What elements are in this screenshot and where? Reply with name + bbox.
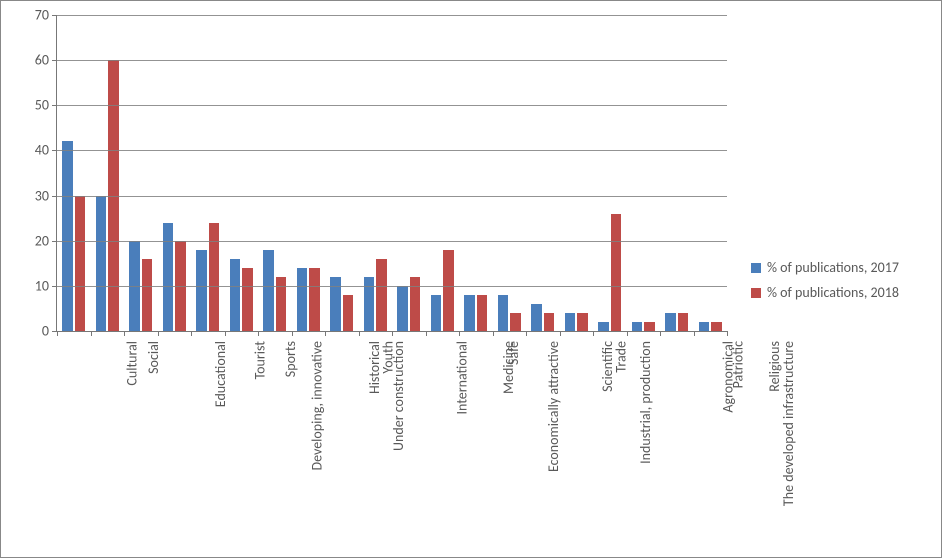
bar [711, 322, 722, 331]
x-tick-mark [526, 331, 527, 336]
bar [297, 268, 308, 331]
x-tick-mark [560, 331, 561, 336]
x-tick-mark [124, 331, 125, 336]
bar [544, 313, 555, 331]
x-tick-mark [392, 331, 393, 336]
x-tick-mark [660, 331, 661, 336]
y-tick-label: 60 [35, 52, 57, 69]
bar [644, 322, 655, 331]
bar [678, 313, 689, 331]
gridline [57, 241, 727, 242]
bar [142, 259, 153, 331]
bar [632, 322, 643, 331]
bar [565, 313, 576, 331]
y-tick-label: 20 [35, 232, 57, 249]
gridline [57, 150, 727, 151]
bar [376, 259, 387, 331]
legend-label-2017: % of publications, 2017 [767, 259, 899, 276]
x-tick-mark [158, 331, 159, 336]
x-tick-mark [593, 331, 594, 336]
x-axis-label: International [454, 341, 471, 415]
bar [397, 286, 408, 331]
x-tick-mark [426, 331, 427, 336]
bar [431, 295, 442, 331]
x-axis-label: Tourist [251, 341, 268, 379]
bar [477, 295, 488, 331]
x-tick-mark [359, 331, 360, 336]
chart-frame: 010203040506070 CulturalSocialEducationa… [0, 0, 942, 558]
bar [598, 322, 609, 331]
x-axis-label: Developing, innovative [309, 341, 326, 470]
gridline [57, 60, 727, 61]
x-tick-mark [91, 331, 92, 336]
x-axis-label: Patriotic [729, 341, 746, 388]
y-tick-label: 40 [35, 142, 57, 159]
x-tick-mark [694, 331, 695, 336]
bar [62, 141, 73, 331]
x-tick-mark [325, 331, 326, 336]
bars-layer [57, 15, 727, 331]
x-axis-label: Safe [505, 341, 522, 365]
bar [510, 313, 521, 331]
legend-swatch-2018 [751, 288, 761, 298]
bar [577, 313, 588, 331]
x-axis-label: Educational [212, 341, 229, 407]
bar [464, 295, 475, 331]
bar [443, 250, 454, 331]
legend-label-2018: % of publications, 2018 [767, 284, 899, 301]
x-axis-label: Sports [282, 341, 299, 377]
bar [196, 250, 207, 331]
x-tick-mark [292, 331, 293, 336]
x-tick-mark [727, 331, 728, 336]
bar [209, 223, 220, 331]
gridline [57, 105, 727, 106]
bar [263, 250, 274, 331]
x-axis-label: Economically attractive [545, 341, 562, 472]
x-axis-label: Cultural [123, 341, 140, 386]
x-tick-mark [627, 331, 628, 336]
x-axis-label: Religious [766, 341, 783, 392]
bar [498, 295, 509, 331]
y-tick-label: 10 [35, 277, 57, 294]
bar [343, 295, 354, 331]
x-axis-label: Industrial, production [637, 341, 654, 464]
bar [96, 196, 107, 331]
bar [665, 313, 676, 331]
x-tick-mark [191, 331, 192, 336]
legend-swatch-2017 [751, 263, 761, 273]
bar [611, 214, 622, 331]
bar [163, 223, 174, 331]
bar [75, 196, 86, 331]
bar [531, 304, 542, 331]
y-tick-label: 70 [35, 7, 57, 24]
legend: % of publications, 2017 % of publication… [751, 251, 899, 309]
gridline [57, 286, 727, 287]
legend-item-2017: % of publications, 2017 [751, 259, 899, 276]
x-tick-mark [459, 331, 460, 336]
y-tick-label: 30 [35, 187, 57, 204]
x-tick-mark [493, 331, 494, 336]
legend-item-2018: % of publications, 2018 [751, 284, 899, 301]
y-tick-label: 0 [42, 323, 57, 340]
y-tick-label: 50 [35, 97, 57, 114]
x-axis-label: Social [145, 341, 162, 374]
gridline [57, 196, 727, 197]
x-tick-mark [258, 331, 259, 336]
x-tick-mark [57, 331, 58, 336]
gridline [57, 15, 727, 16]
bar [309, 268, 320, 331]
x-axis-label: Trade [613, 341, 630, 373]
x-axis-label: Youth [379, 341, 396, 374]
x-tick-mark [225, 331, 226, 336]
bar [242, 268, 253, 331]
bar [230, 259, 241, 331]
bar [699, 322, 710, 331]
plot-area: 010203040506070 [56, 15, 727, 332]
